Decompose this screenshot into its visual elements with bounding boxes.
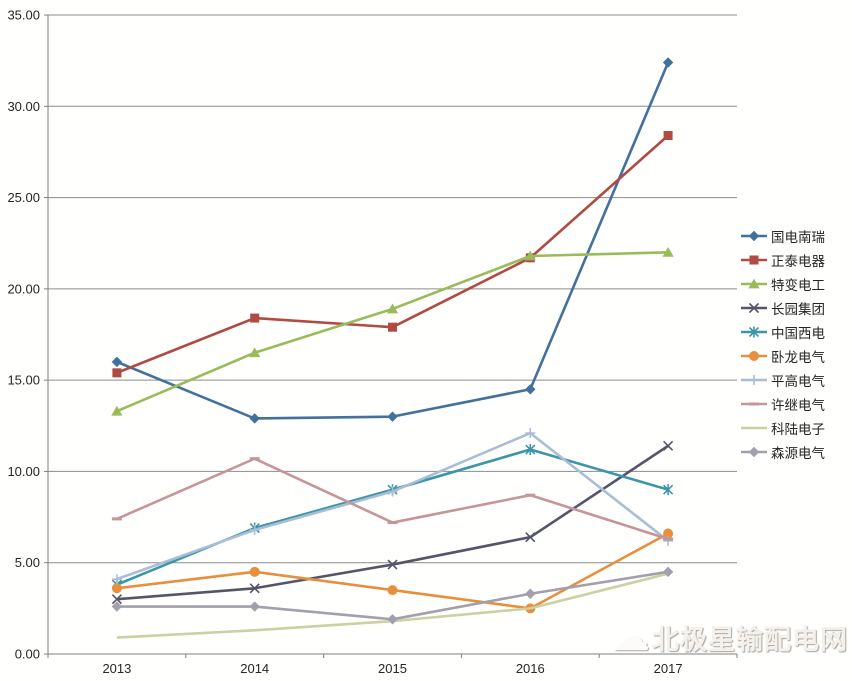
legend-marker-icon [741, 351, 767, 361]
legend-marker-icon [741, 255, 767, 265]
legend-marker-icon [741, 446, 767, 458]
series-line [116, 457, 669, 541]
legend-item-10: 森源电气 [741, 440, 825, 464]
legend-marker-icon [741, 402, 767, 406]
x-axis-label: 2015 [378, 661, 407, 676]
y-axis-label: 10.00 [7, 464, 40, 479]
series-7 [111, 428, 674, 585]
legend-label: 卧龙电气 [771, 350, 825, 365]
legend-marker-icon [741, 326, 767, 338]
legend-marker-icon [741, 426, 767, 430]
y-axis-label: 35.00 [7, 8, 40, 23]
legend-item-4: 长园集团 [741, 296, 825, 320]
series-6 [111, 528, 674, 614]
series-line [116, 61, 670, 420]
series-5 [111, 444, 674, 591]
legend-item-5: 中国西电 [741, 320, 825, 344]
x-axis-label: 2016 [516, 661, 545, 676]
legend-item-8: 许继电气 [741, 392, 825, 416]
legend-label: 正泰电器 [771, 254, 825, 269]
y-axis-label: 5.00 [15, 555, 40, 570]
legend-label: 平高电气 [771, 374, 825, 389]
y-axis-label: 20.00 [7, 281, 40, 296]
legend-item-2: 正泰电器 [741, 248, 825, 272]
x-axis-label: 2013 [102, 661, 131, 676]
legend-marker-icon [741, 278, 767, 289]
series-line [116, 431, 669, 581]
legend-label: 科陆电子 [771, 422, 825, 437]
series-10 [111, 566, 674, 625]
x-axis-label: 2017 [654, 661, 683, 676]
legend-item-1: 国电南瑞 [741, 224, 825, 248]
y-axis-label: 30.00 [7, 99, 40, 114]
legend-item-9: 科陆电子 [741, 416, 825, 440]
legend-marker-icon [741, 375, 767, 385]
x-axis-label: 2014 [240, 661, 269, 676]
legend-label: 长园集团 [771, 302, 825, 317]
series-4 [111, 440, 674, 605]
legend-item-3: 特变电工 [741, 272, 825, 296]
y-axis-label: 15.00 [7, 373, 40, 388]
chart-legend: 国电南瑞正泰电器特变电工长园集团中国西电卧龙电气平高电气许继电气科陆电子森源电气 [741, 224, 825, 464]
series-1 [111, 57, 674, 424]
y-axis-label: 0.00 [15, 647, 40, 662]
legend-marker-icon [741, 230, 767, 242]
y-axis-label: 25.00 [7, 190, 40, 205]
legend-label: 国电南瑞 [771, 230, 825, 245]
legend-label: 许继电气 [771, 398, 825, 413]
series-3 [111, 246, 674, 416]
legend-marker-icon [741, 302, 767, 314]
legend-label: 特变电工 [771, 278, 825, 293]
legend-item-7: 平高电气 [741, 368, 825, 392]
legend-item-6: 卧龙电气 [741, 344, 825, 368]
legend-label: 中国西电 [771, 326, 825, 341]
series-line [116, 532, 669, 610]
series-line [116, 251, 669, 413]
series-8 [111, 457, 674, 541]
legend-label: 森源电气 [771, 446, 825, 461]
